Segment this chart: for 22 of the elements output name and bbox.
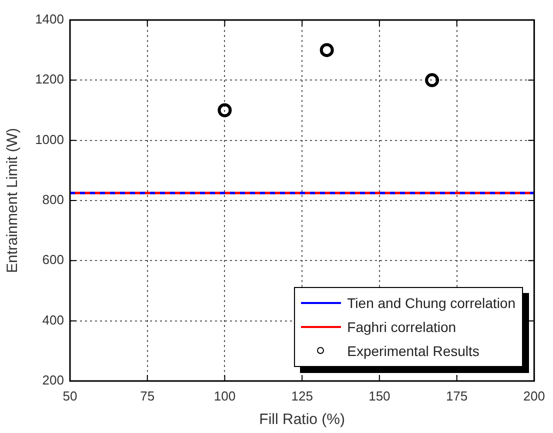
y-axis-title: Entrainment Limit (W) xyxy=(4,128,22,274)
x-tick-label: 200 xyxy=(523,388,546,404)
x-tick-label: 100 xyxy=(214,388,236,404)
y-tick-label: 200 xyxy=(42,372,64,388)
y-tick-label: 1000 xyxy=(35,132,64,147)
y-tick-label: 1400 xyxy=(35,12,64,27)
y-tick-label: 800 xyxy=(42,192,64,208)
legend-label: Experimental Results xyxy=(347,343,480,359)
x-tick-label: 75 xyxy=(140,388,155,404)
y-tick-label: 600 xyxy=(42,252,64,268)
x-axis-title: Fill Ratio (%) xyxy=(259,411,345,428)
legend-label: Tien and Chung correlation xyxy=(347,295,516,311)
point xyxy=(218,103,232,118)
x-tick-label: 50 xyxy=(62,388,78,404)
y-tick-label: 1200 xyxy=(35,72,64,87)
y-tick-label: 400 xyxy=(42,312,64,328)
x-tick-label: 175 xyxy=(446,388,468,404)
x-tick-label: 125 xyxy=(291,388,313,404)
point xyxy=(320,43,334,58)
point xyxy=(425,73,440,88)
legend-label: Faghri correlation xyxy=(347,319,456,335)
x-tick-label: 150 xyxy=(368,388,390,404)
